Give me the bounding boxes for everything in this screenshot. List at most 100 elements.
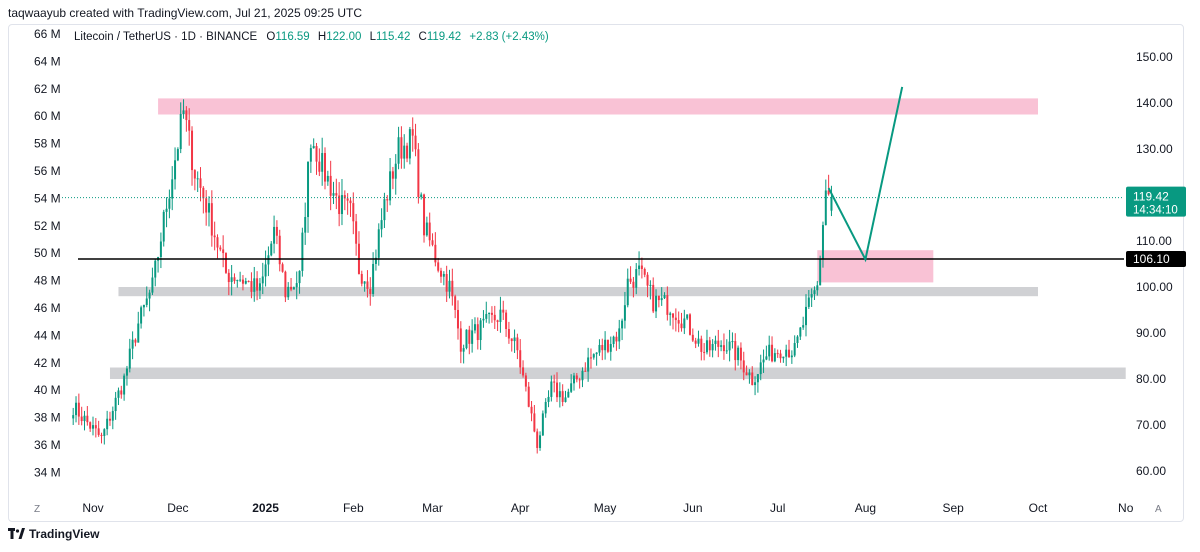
price-tick-label: 150.00 [1136,50,1173,64]
candle-down [739,347,742,361]
candle-down [366,281,369,289]
candle-up [159,241,162,258]
candle-down [315,146,318,162]
candle-up [261,276,264,284]
candle-down [694,340,697,344]
candle-down [606,339,609,352]
candle-down [391,171,394,179]
candle-up [660,298,663,301]
candle-up [547,396,550,402]
candle-down [423,194,426,236]
price-tick-label: 140.00 [1136,96,1173,110]
volume-tick-label: 36 M [34,438,61,452]
candle-up [442,273,445,277]
candle-down [652,284,655,312]
candle-up [813,290,816,295]
candle-down [202,187,205,199]
candle-down [275,226,278,236]
candle-up [75,402,78,416]
candle-down [601,344,604,351]
candle-up [482,318,485,321]
candle-up [473,324,476,331]
candle-up [123,375,126,395]
candle-up [244,281,247,284]
level-price-badge [1126,250,1186,267]
candles [72,99,833,454]
price-tick-label: 60.00 [1136,464,1166,478]
candle-up [298,270,301,284]
candle-up [301,232,304,271]
volume-tick-label: 60 M [34,109,61,123]
candle-down [771,344,774,362]
candle-up [148,292,151,299]
candle-down [440,270,443,277]
candle-up [626,278,629,306]
candle-down [411,129,414,136]
current-price-badge [1126,186,1186,217]
candle-down [524,375,527,387]
candle-up [326,175,329,182]
high-label: H [317,31,327,43]
candle-down [496,320,499,322]
candle-up [773,353,776,362]
candle-up [106,418,109,430]
candle-up [165,208,168,212]
axes: 150.00 140.00 130.00 110.00 100.00 90.00 80.00… [34,27,1186,515]
candle-up [304,217,307,233]
candle-up [168,198,171,209]
volume-tick-label: 38 M [34,411,61,425]
close-value: 119.42 [426,31,462,43]
volume-tick-label: 50 M [34,246,61,260]
candle-up [145,298,148,305]
candle-up [137,323,140,343]
volume-tick-label: 42 M [34,356,61,370]
candle-up [273,226,276,244]
auto-scale-button[interactable]: A [1155,504,1162,515]
candle-up [539,435,542,448]
candle-down [459,328,462,352]
candle-down [199,178,202,188]
chart-panel[interactable] [8,24,1184,522]
candle-down [629,278,632,282]
footer-brand[interactable]: TradingView [8,527,99,541]
candle-up [383,199,386,221]
time-tick-label: Mar [422,501,443,515]
candle-down [210,203,213,236]
candle-up [796,336,799,344]
volume-tick-label: 34 M [34,465,61,479]
candle-down [86,415,89,423]
candle-up [799,327,802,337]
candle-up [609,343,612,352]
candle-down [561,391,564,402]
candle-down [717,340,720,347]
candle-down [445,273,448,292]
brand-name: TradingView [29,527,100,541]
candle-down [742,360,745,373]
candle-down [451,280,454,297]
candle-up [638,265,641,270]
candle-up [499,309,502,322]
candle-down [530,406,533,414]
candle-up [239,279,242,281]
candle-down [278,235,281,265]
candle-down [632,281,635,288]
header-credit: taqwaayub created with TradingView.com, … [8,6,362,20]
volume-tick-label: 64 M [34,54,61,68]
candle-down [788,349,791,358]
candle-down [193,170,196,179]
candle-down [827,190,830,195]
candle-up [572,375,575,384]
candle-down [188,120,191,131]
candle-down [722,345,725,352]
low-label: L [369,31,377,43]
timezone-z-button[interactable]: Z [34,504,41,515]
candle-down [134,339,137,343]
candle-up [558,391,561,398]
candle-up [151,277,154,293]
candle-down [97,428,100,435]
candle-down [335,193,338,196]
volume-tick-label: 46 M [34,301,61,315]
time-tick-label: Oct [1029,501,1048,515]
candle-down [493,314,496,321]
